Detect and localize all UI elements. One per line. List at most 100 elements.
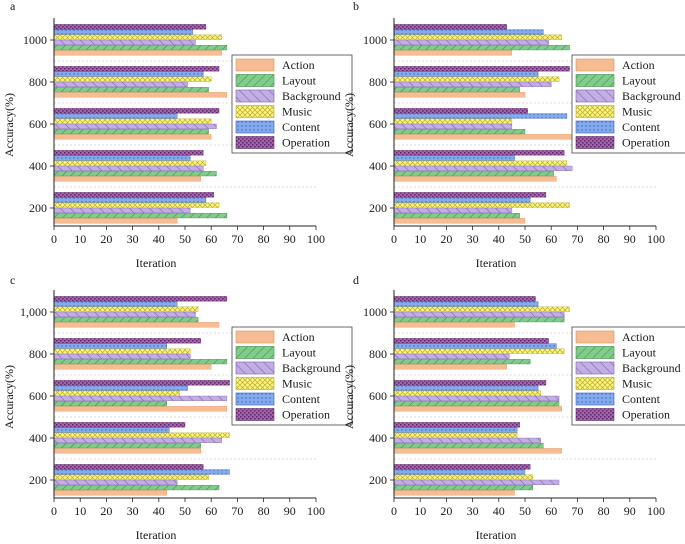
bar-music-600	[393, 390, 541, 396]
legend-label-music: Music	[622, 377, 652, 391]
x-tick-label-30: 30	[467, 232, 479, 246]
bar-content-600	[53, 113, 178, 119]
y-tick-label-800: 800	[29, 75, 47, 89]
x-tick-label-10: 10	[74, 504, 86, 518]
legend-swatch-action	[575, 330, 615, 344]
legend-label-action: Action	[282, 58, 315, 72]
bar-music-200	[53, 474, 209, 480]
legend-label-background: Background	[622, 361, 681, 375]
bar-layout-600	[53, 401, 167, 407]
bar-content-400	[393, 427, 518, 433]
bar-layout-800	[393, 87, 520, 93]
bar-background-200	[53, 479, 178, 485]
bar-background-200	[393, 207, 513, 213]
x-tick-label-100: 100	[647, 232, 665, 246]
bar-operation-400	[53, 150, 204, 156]
x-tick-label-40: 40	[153, 232, 165, 246]
bar-layout-400	[53, 171, 217, 177]
legend-swatch-content	[575, 392, 615, 406]
bar-music-1-000	[53, 306, 199, 312]
x-tick-label-20: 20	[440, 232, 452, 246]
legend-label-operation: Operation	[282, 136, 330, 150]
panel-label: a	[10, 0, 16, 13]
legend-label-background: Background	[282, 89, 341, 103]
bar-music-400	[393, 160, 568, 166]
bar-music-600	[393, 118, 513, 124]
bar-action-1000	[53, 50, 222, 56]
y-tick-label-1000: 1000	[363, 305, 387, 319]
x-tick-label-90: 90	[284, 232, 296, 246]
x-tick-label-60: 60	[205, 504, 217, 518]
bar-content-200	[393, 197, 531, 203]
bar-layout-400	[53, 443, 201, 449]
legend-swatch-music	[235, 105, 275, 118]
y-tick-label-400: 400	[369, 431, 387, 445]
x-tick-label-100: 100	[307, 504, 325, 518]
x-tick-label-90: 90	[624, 232, 636, 246]
y-tick-label-400: 400	[29, 431, 47, 445]
bar-background-600	[393, 123, 513, 129]
legend-swatch-content	[235, 392, 275, 406]
legend-swatch-music	[575, 105, 615, 118]
y-tick-label-600: 600	[29, 389, 47, 403]
bar-operation-200	[53, 192, 214, 198]
legend-label-content: Content	[622, 392, 661, 406]
bar-content-1-000	[53, 301, 178, 307]
panel-label: c	[10, 273, 15, 287]
y-axis-title: Accuracy(%)	[2, 365, 16, 429]
x-tick-label-80: 80	[598, 504, 610, 518]
y-tick-label-800: 800	[369, 75, 387, 89]
bar-background-600	[53, 395, 228, 401]
legend-swatch-background	[235, 361, 275, 375]
bar-operation-200	[393, 192, 547, 198]
x-tick-label-80: 80	[258, 232, 270, 246]
bar-background-200	[393, 479, 560, 485]
x-tick-label-20: 20	[100, 232, 112, 246]
legend-label-music: Music	[282, 377, 312, 391]
x-tick-label-30: 30	[127, 504, 139, 518]
bar-operation-600	[53, 380, 230, 386]
x-tick-label-50: 50	[179, 232, 191, 246]
y-tick-label-800: 800	[29, 347, 47, 361]
panel-label: d	[353, 273, 359, 287]
bar-action-800	[393, 364, 507, 370]
bar-background-1-000	[53, 311, 196, 317]
bar-layout-200	[53, 213, 228, 219]
x-tick-label-20: 20	[440, 504, 452, 518]
bar-layout-1000	[393, 317, 565, 323]
x-tick-label-60: 60	[545, 504, 557, 518]
bar-layout-600	[53, 129, 209, 135]
bar-content-600	[393, 113, 568, 119]
x-tick-label-90: 90	[624, 504, 636, 518]
bar-action-200	[53, 218, 178, 224]
bar-action-600	[53, 134, 212, 140]
bar-layout-1000	[53, 45, 228, 51]
legend-swatch-operation	[235, 408, 275, 421]
bar-music-600	[53, 390, 180, 396]
x-tick-label-90: 90	[284, 504, 296, 518]
legend-label-layout: Layout	[282, 74, 317, 88]
legend-swatch-layout	[575, 74, 615, 87]
x-tick-label-10: 10	[414, 504, 426, 518]
x-tick-label-0: 0	[391, 232, 397, 246]
legend-swatch-action	[235, 58, 275, 72]
bar-music-400	[53, 160, 207, 166]
bar-layout-1-000	[53, 317, 199, 323]
legend-label-music: Music	[622, 105, 652, 119]
bar-action-600	[393, 134, 573, 140]
bar-background-600	[393, 395, 560, 401]
legend-label-music: Music	[282, 105, 312, 119]
legend-label-background: Background	[622, 89, 681, 103]
y-tick-label-200: 200	[29, 201, 47, 215]
bar-background-800	[53, 81, 188, 87]
bar-operation-200	[393, 464, 531, 470]
y-tick-label-400: 400	[29, 159, 47, 173]
y-tick-label-600: 600	[369, 117, 387, 131]
x-tick-label-60: 60	[545, 232, 557, 246]
x-tick-label-80: 80	[598, 232, 610, 246]
bar-operation-1-000	[53, 296, 228, 302]
